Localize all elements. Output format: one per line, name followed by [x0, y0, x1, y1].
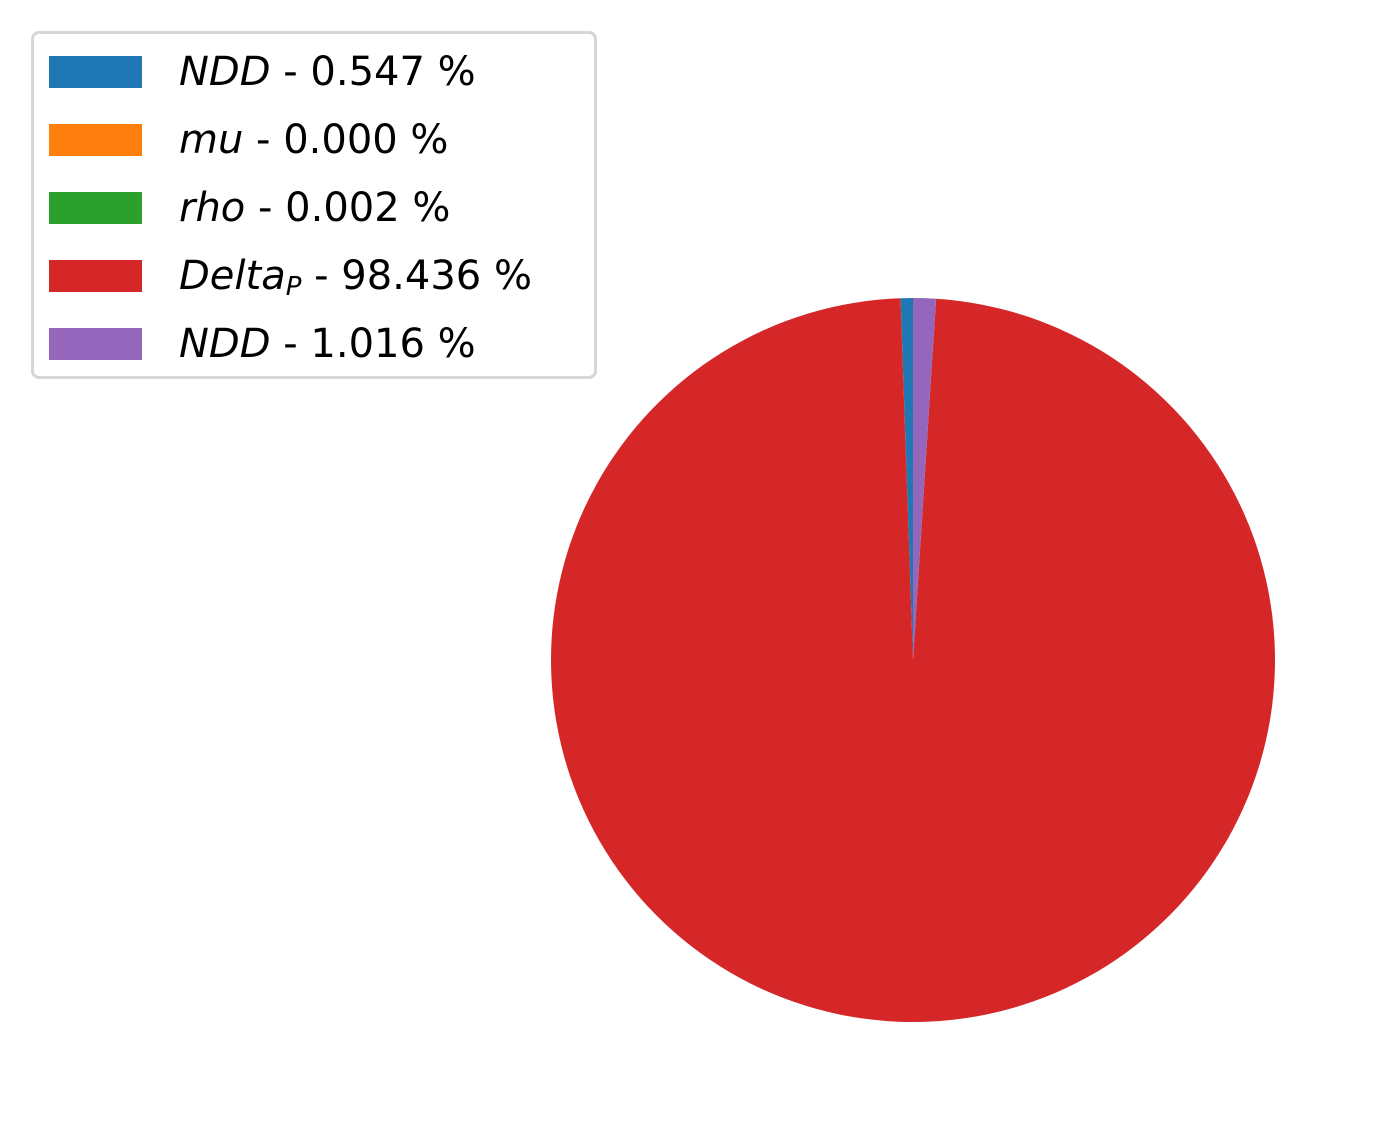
legend-series-name: NDD: [179, 49, 271, 95]
slice-ndd-1: [900, 298, 913, 660]
slice-rho: [900, 298, 913, 660]
legend-label: NDD - 1.016 %: [179, 321, 476, 367]
legend-series-name: mu: [179, 117, 244, 163]
legend-swatch: [49, 124, 142, 156]
legend-label: rho - 0.002 %: [179, 185, 451, 231]
slice-delta-p: [551, 298, 1276, 1022]
legend-series-subscript: P: [285, 272, 302, 302]
legend-swatch: [49, 56, 142, 88]
legend-swatch: [49, 260, 142, 292]
slice-ndd-2: [913, 298, 937, 660]
legend-series-name: NDD: [179, 321, 271, 367]
legend: NDD - 0.547 % mu - 0.000 % rho - 0.002 %…: [31, 31, 597, 379]
legend-percent: 98.436 %: [341, 253, 532, 299]
legend-series-name: Delta: [179, 253, 286, 299]
legend-entry-delta-p: DeltaP - 98.436 %: [34, 253, 594, 300]
pie-slices: [551, 298, 1276, 1022]
legend-percent: 0.000 %: [283, 117, 449, 163]
legend-percent: 1.016 %: [310, 321, 476, 367]
legend-entry-ndd-2: NDD - 1.016 %: [34, 321, 594, 367]
legend-percent: 0.002 %: [285, 185, 451, 231]
legend-swatch: [49, 328, 142, 360]
legend-percent: 0.547 %: [310, 49, 476, 95]
legend-swatch: [49, 192, 142, 224]
legend-label: mu - 0.000 %: [179, 117, 449, 163]
legend-label: DeltaP - 98.436 %: [179, 253, 532, 302]
legend-label: NDD - 0.547 %: [179, 49, 476, 95]
legend-series-name: rho: [179, 185, 246, 231]
legend-entry-rho: rho - 0.002 %: [34, 185, 594, 231]
legend-entry-ndd-1: NDD - 0.547 %: [34, 49, 594, 95]
legend-entry-mu: mu - 0.000 %: [34, 117, 594, 163]
